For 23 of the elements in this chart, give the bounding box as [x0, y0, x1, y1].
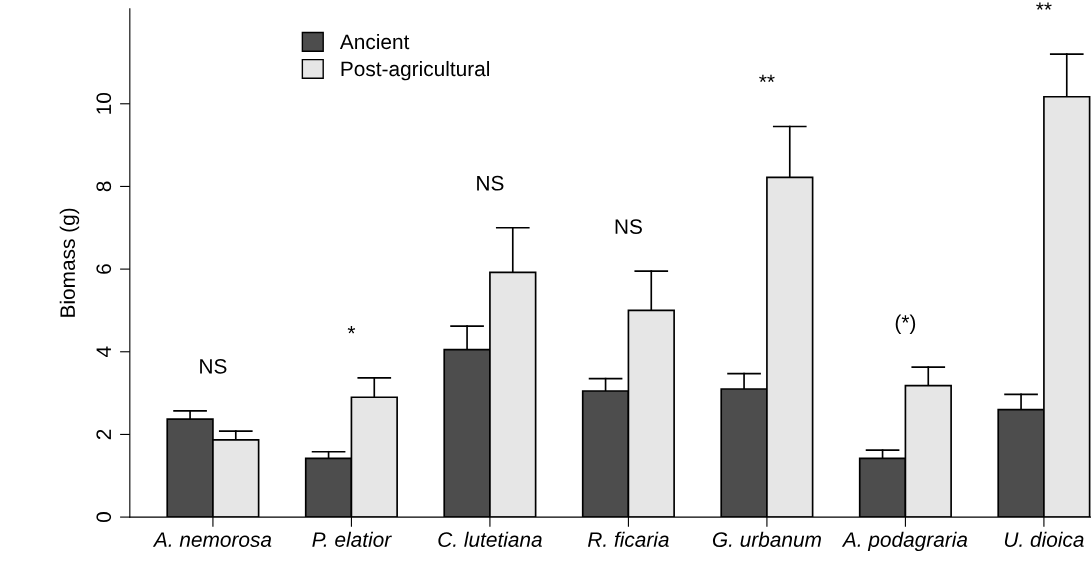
- annotation: **: [759, 74, 775, 83]
- x-tick-label: A. podagraria: [841, 531, 968, 552]
- annotation: NS: [200, 358, 227, 374]
- y-tick-label: 6: [96, 264, 112, 274]
- y-tick-label: 8: [96, 181, 112, 192]
- annotation: *: [347, 326, 356, 334]
- annotation: **: [1036, 2, 1052, 10]
- x-tick-label: P. elatior: [312, 531, 392, 547]
- x-tick-label: R. ficaria: [587, 531, 669, 547]
- y-tick-label: 4: [96, 346, 111, 358]
- annotation: NS: [477, 175, 504, 191]
- legend-label: Ancient: [339, 33, 410, 50]
- y-tick-label: 0: [96, 512, 112, 523]
- y-axis-title: Biomass (g): [59, 208, 80, 317]
- x-tick-label: G. urbanum: [712, 531, 821, 547]
- legend-label: Post-agricultural: [341, 60, 489, 81]
- x-tick-label: C. lutetiana: [438, 531, 542, 547]
- y-tick-label: 2: [96, 429, 111, 440]
- annotation: NS: [615, 219, 642, 234]
- x-tick-label: U. dioica: [1004, 531, 1084, 547]
- y-tick-label: 10: [96, 93, 112, 114]
- x-tick-label: A. nemorosa: [152, 532, 272, 547]
- annotation: (*): [895, 314, 916, 334]
